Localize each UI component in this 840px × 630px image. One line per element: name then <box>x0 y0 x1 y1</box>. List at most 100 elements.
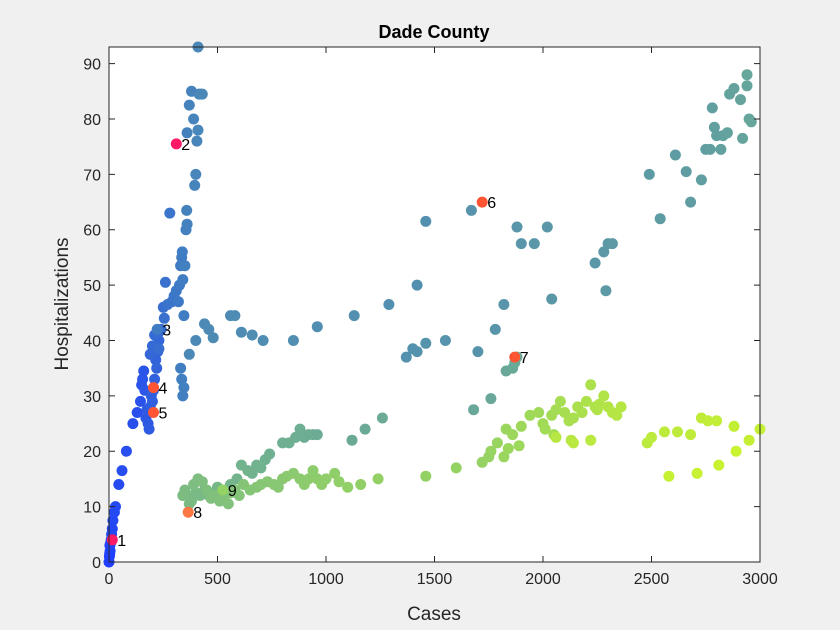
data-point <box>346 434 358 446</box>
highlight-label-7: 7 <box>520 350 529 367</box>
data-point <box>550 404 562 416</box>
data-point <box>598 246 610 258</box>
data-point <box>333 476 345 488</box>
data-point <box>110 501 121 513</box>
data-point <box>203 323 215 335</box>
data-point <box>189 179 201 191</box>
data-point <box>567 412 579 424</box>
data-point <box>737 132 749 144</box>
x-tick-label: 0 <box>105 571 114 588</box>
highlight-label-4: 4 <box>159 381 168 398</box>
data-point <box>468 404 480 416</box>
data-point <box>233 490 245 501</box>
data-point <box>311 321 323 333</box>
y-tick-label: 0 <box>92 555 101 572</box>
y-tick-label: 30 <box>83 389 101 406</box>
data-point <box>181 127 193 139</box>
data-point <box>450 462 462 474</box>
highlight-point-3 <box>151 323 163 335</box>
y-tick-label: 80 <box>83 112 101 129</box>
data-point <box>715 143 727 155</box>
points-layer <box>103 41 766 568</box>
data-point <box>600 285 612 297</box>
data-point <box>144 348 156 360</box>
data-point <box>485 445 497 457</box>
data-point <box>188 113 200 125</box>
data-point <box>528 238 540 250</box>
y-tick-label: 70 <box>83 167 101 184</box>
data-point <box>183 498 195 510</box>
axes-layer: 0 500 1000 1500 2000 2500 3000 0 10 20 30 40 50 60 70 8… <box>83 46 778 588</box>
y-tick-label: 90 <box>83 57 101 74</box>
data-point <box>411 279 423 291</box>
data-point <box>177 490 189 501</box>
highlight-point-5 <box>148 407 159 418</box>
highlight-label-8: 8 <box>193 505 202 522</box>
y-tick-label: 20 <box>83 444 101 461</box>
highlight-point-6 <box>476 196 488 208</box>
data-point <box>585 434 597 446</box>
y-tick-label: 50 <box>83 278 101 295</box>
data-point <box>713 459 725 471</box>
data-point <box>576 407 588 418</box>
data-point <box>541 221 553 233</box>
data-point <box>320 473 332 485</box>
x-tick-label: 2500 <box>634 571 670 588</box>
data-point <box>489 323 501 335</box>
data-point <box>745 116 757 128</box>
data-point <box>151 362 163 374</box>
highlight-point-2 <box>170 138 182 150</box>
data-point <box>663 470 675 482</box>
data-point <box>741 80 753 92</box>
data-point <box>420 215 432 227</box>
data-point <box>511 221 523 233</box>
highlight-label-9: 9 <box>228 483 237 500</box>
data-point <box>539 423 551 435</box>
data-point <box>355 479 367 490</box>
data-point <box>207 332 219 344</box>
data-point <box>146 395 158 407</box>
data-point <box>741 69 753 81</box>
data-point <box>589 257 601 269</box>
x-tick-label: 1000 <box>308 571 344 588</box>
data-point <box>730 445 742 457</box>
data-point <box>158 312 170 324</box>
data-point <box>348 310 360 322</box>
data-point <box>728 420 740 432</box>
data-point <box>191 135 203 147</box>
chart-title: Dade County <box>378 22 489 42</box>
data-point <box>181 218 193 230</box>
data-point <box>177 274 189 286</box>
data-point <box>176 373 188 385</box>
y-tick-label: 40 <box>83 333 101 350</box>
x-tick-label: 500 <box>204 571 231 588</box>
highlight-label-3: 3 <box>162 322 171 339</box>
data-point <box>743 434 755 446</box>
y-tick-label: 10 <box>83 500 101 517</box>
data-point <box>685 429 697 441</box>
data-point <box>138 365 150 377</box>
data-point <box>116 465 128 477</box>
data-point <box>235 459 247 471</box>
data-point <box>491 437 503 449</box>
data-point <box>721 127 733 139</box>
data-point <box>190 487 202 499</box>
data-point <box>372 473 384 485</box>
data-point <box>546 293 558 305</box>
x-tick-label: 3000 <box>742 571 778 588</box>
data-point <box>131 407 143 418</box>
data-point <box>196 88 208 100</box>
data-point <box>176 246 188 258</box>
data-point <box>183 348 195 360</box>
data-point <box>159 276 171 288</box>
data-point <box>283 437 295 449</box>
data-point <box>567 437 579 449</box>
data-point <box>672 426 683 438</box>
data-point <box>669 149 681 161</box>
data-point <box>515 420 527 432</box>
data-point <box>524 409 536 421</box>
data-point <box>646 431 657 443</box>
data-point <box>287 335 299 346</box>
data-point <box>550 431 562 443</box>
